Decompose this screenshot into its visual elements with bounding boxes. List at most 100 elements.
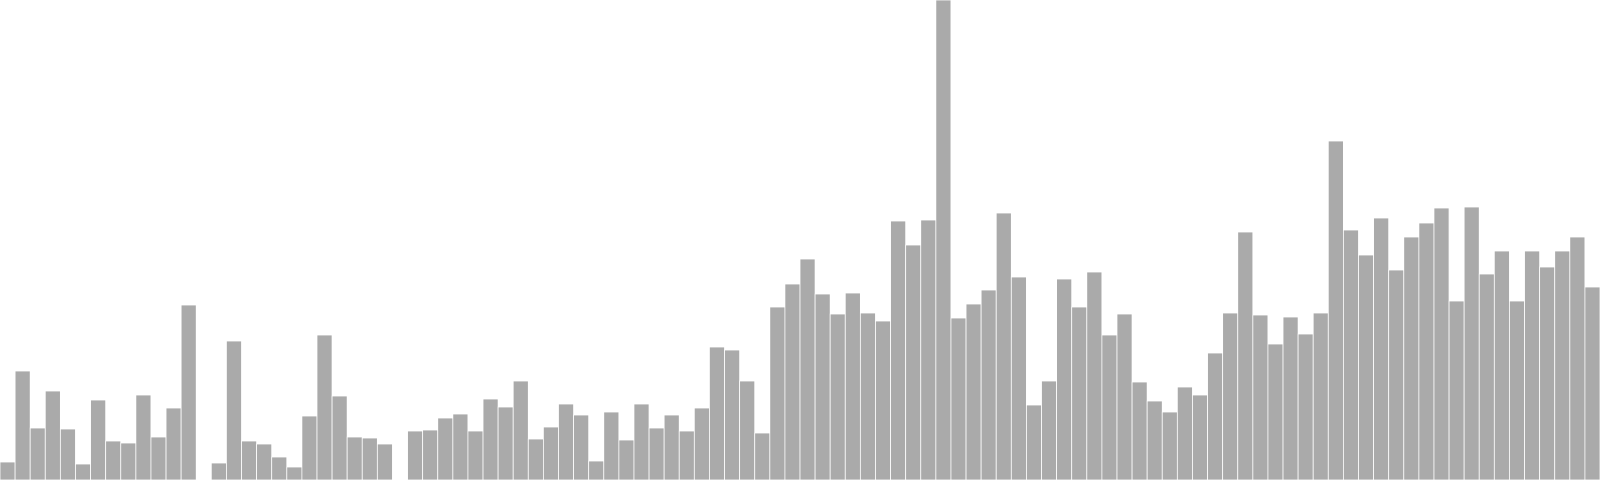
bar — [678, 430, 695, 480]
bar — [1388, 269, 1405, 480]
bar — [241, 440, 257, 480]
bar — [105, 440, 122, 480]
bar — [437, 417, 454, 480]
bar — [1312, 312, 1329, 480]
bar — [1207, 352, 1224, 480]
bar — [226, 340, 242, 480]
bar — [497, 406, 514, 480]
bar — [558, 403, 574, 480]
bar — [663, 414, 680, 480]
bar — [29, 427, 46, 480]
bar — [512, 380, 529, 480]
bar — [1026, 404, 1042, 480]
bar — [1056, 278, 1073, 480]
bar — [829, 313, 846, 480]
bar — [1252, 314, 1269, 480]
bar — [1101, 334, 1118, 480]
bar — [1176, 386, 1193, 480]
bar — [165, 407, 182, 480]
bar — [769, 306, 786, 480]
bar — [210, 462, 227, 480]
bar — [271, 456, 288, 480]
bar — [1282, 316, 1299, 480]
bar — [256, 443, 273, 480]
bar — [1524, 250, 1541, 480]
bar — [316, 334, 333, 480]
bar — [1116, 313, 1133, 480]
bar — [648, 427, 665, 480]
bar — [59, 428, 76, 480]
bar — [346, 436, 363, 480]
bar — [1010, 276, 1027, 480]
bar — [1192, 394, 1208, 480]
bar — [0, 461, 16, 480]
bar — [1493, 250, 1510, 480]
bar — [1222, 312, 1239, 480]
bar — [995, 212, 1012, 480]
bar — [482, 398, 499, 480]
bar — [527, 438, 544, 480]
bar — [633, 403, 650, 480]
bar — [618, 439, 635, 480]
bar — [90, 399, 107, 480]
bar — [1373, 217, 1390, 480]
bar — [14, 370, 31, 480]
bar — [286, 466, 303, 480]
bar — [844, 292, 861, 480]
bar — [1086, 271, 1103, 480]
bar — [1161, 411, 1178, 480]
bar — [1071, 306, 1088, 480]
bar — [1539, 266, 1556, 480]
bar — [301, 415, 318, 480]
bar — [950, 317, 967, 480]
bar — [135, 394, 152, 480]
bar — [44, 390, 61, 480]
bar — [1146, 400, 1163, 480]
bar — [361, 437, 378, 480]
bar — [150, 436, 167, 480]
bar — [1343, 229, 1359, 480]
bar — [1237, 231, 1254, 480]
bar — [180, 304, 197, 480]
bar — [452, 413, 469, 480]
bar — [1418, 222, 1435, 480]
bar — [573, 414, 590, 480]
bar — [980, 289, 997, 480]
bar — [784, 283, 801, 480]
bar — [1297, 333, 1314, 480]
bar — [331, 395, 348, 480]
bar — [709, 346, 725, 480]
bar — [75, 463, 91, 480]
bar — [920, 219, 937, 480]
bar — [1463, 206, 1480, 480]
bar — [422, 429, 439, 480]
bar — [1433, 207, 1450, 480]
bar — [905, 244, 922, 480]
bar — [935, 0, 952, 480]
bar — [890, 220, 907, 480]
bar — [588, 460, 605, 480]
bar — [1131, 381, 1148, 480]
bar — [859, 312, 876, 480]
bar — [1478, 273, 1495, 480]
bar — [739, 380, 756, 480]
bar — [1569, 236, 1586, 480]
bar — [799, 258, 816, 480]
bar — [543, 426, 559, 480]
bar — [875, 320, 891, 480]
bar — [1403, 236, 1420, 480]
bar — [1509, 300, 1525, 480]
bar — [1584, 286, 1600, 480]
bar — [1358, 254, 1374, 480]
bar — [814, 293, 831, 480]
bar — [1327, 140, 1344, 480]
bar — [1041, 380, 1058, 480]
bar — [376, 443, 393, 480]
bar — [467, 430, 484, 480]
bar — [965, 303, 982, 480]
bar — [754, 432, 771, 480]
bar — [120, 442, 137, 480]
